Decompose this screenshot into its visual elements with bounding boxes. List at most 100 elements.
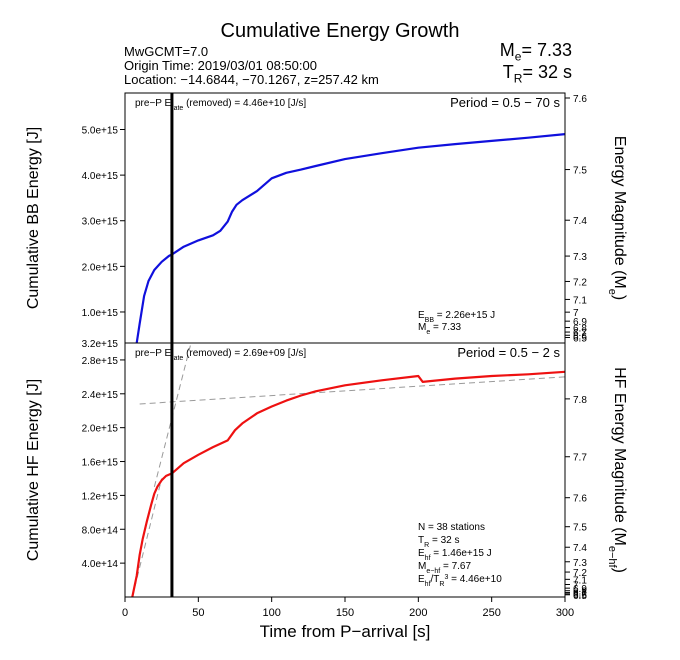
top-y2tick-label-part: 7 <box>573 308 579 319</box>
xtick-label: 250 <box>482 607 500 619</box>
top-y2tick-label: 7.4 <box>573 216 587 227</box>
bottom-mehf-stat-part: e−hf <box>426 568 440 575</box>
bottom-ratio-stat-part: 3 <box>444 574 448 581</box>
xlabel-part: Time from P−arrival [s] <box>260 622 431 641</box>
bottom-ylabel-part: Cumulative HF Energy [J] <box>25 379 42 561</box>
top-y2tick-label-part: 7.4 <box>573 216 587 227</box>
xlabel: Time from P−arrival [s] <box>260 622 431 641</box>
top-y2tick-label-part: 7.6 <box>573 94 587 105</box>
top-ylabel: Cumulative BB Energy [J] <box>25 127 42 309</box>
top-plot-frame <box>124 92 566 344</box>
bottom-y2tick-label: 6.5 <box>573 591 587 602</box>
bottom-y2tick-label: 6.7 <box>573 589 587 600</box>
bottom-y2tick-label: 6.9 <box>573 584 587 595</box>
top-pre-p-rate-annotation-part: (removed) = 4.46e+10 [J/s] <box>183 98 306 109</box>
bottom-y2tick-label-part: 7.5 <box>573 523 587 534</box>
top-y2tick-label-part: 7.5 <box>573 166 587 177</box>
bottom-ehf-stat-part: hf <box>425 555 431 562</box>
top-y2tick-label: 6.5 <box>573 334 587 345</box>
bottom-ytick-label: 2.0e+15 <box>82 424 119 435</box>
top-ebb-stat-part: E <box>418 310 425 321</box>
bottom-y2tick-label: 7.2 <box>573 568 587 579</box>
top-pre-p-rate-annotation: pre−P Erate (removed) = 4.46e+10 [J/s] <box>135 98 306 112</box>
xtick-label: 0 <box>122 607 128 619</box>
xtick-label-part: 0 <box>122 607 128 619</box>
top-pre-p-rate-annotation-part: rate <box>171 105 183 112</box>
bottom-ratio-stat: Ehf/TR3 = 4.46e+10 <box>418 574 502 588</box>
top-y2tick-label: 7 <box>573 308 579 319</box>
bottom-y2label-part: ) <box>611 568 628 573</box>
bottom-pre-p-rate-annotation: pre−P Erate (removed) = 2.69e+09 [J/s] <box>135 348 306 362</box>
xtick-label-part: 150 <box>336 607 354 619</box>
top-period-label: Period = 0.5 − 70 s <box>450 95 560 110</box>
bottom-y2tick-label-part: 6.8 <box>573 587 587 598</box>
location-label: Location: −14.6844, −70.1267, z=257.42 k… <box>124 72 379 87</box>
bottom-ytick-label: 1.6e+15 <box>82 458 119 469</box>
bottom-y2tick-label: 7.4 <box>573 543 587 554</box>
top-ytick-label-part: 1.0e+15 <box>82 308 119 319</box>
xtick-label-part: 50 <box>192 607 204 619</box>
top-y2tick-label: 7.1 <box>573 295 587 306</box>
bottom-y2tick-label: 7.6 <box>573 494 587 505</box>
top-ytick-label: 1.0e+15 <box>82 308 119 319</box>
bottom-y2tick-label: 6.6 <box>573 590 587 601</box>
tr-summary: TR= 32 s <box>503 62 572 86</box>
top-ytick-label: 5.0e+15 <box>82 125 119 136</box>
bottom-n-stations-stat-part: N = 38 stations <box>418 522 485 533</box>
mw-gcmt-label: MwGCMT=7.0 <box>124 44 209 59</box>
me-prefix: M <box>499 40 515 60</box>
me-subscript: e <box>514 49 522 64</box>
bottom-ytick-label: 2.8e+15 <box>82 356 119 367</box>
top-me-stat: Me = 7.33 <box>418 322 462 336</box>
bottom-ratio-stat-part: = 4.46e+10 <box>448 574 502 585</box>
me-value: = 7.33 <box>521 40 572 60</box>
bottom-ratio-stat-part: R <box>439 581 444 588</box>
top-energy-series <box>135 133 566 344</box>
xtick-label: 300 <box>556 607 574 619</box>
bottom-ytick-label: 1.2e+15 <box>82 491 119 502</box>
top-y2label: Energy Magnitude (Me) <box>606 136 628 300</box>
bottom-y2tick-label: 7.3 <box>573 558 587 569</box>
bottom-tr-stat: TR = 32 s <box>418 535 459 549</box>
xtick-label: 200 <box>409 607 427 619</box>
bottom-mehf-stat: Me−hf = 7.67 <box>418 561 471 575</box>
bottom-pre-p-rate-annotation-part: rate <box>171 355 183 362</box>
top-me-stat-part: = 7.33 <box>430 322 461 333</box>
top-y2tick-label-part: 6.9 <box>573 317 587 328</box>
bottom-period-label: Period = 0.5 − 2 s <box>457 345 560 360</box>
bottom-y2tick-label-part: 7.6 <box>573 494 587 505</box>
top-ytick-label-part: 5.0e+15 <box>82 125 119 136</box>
bottom-ratio-stat-part: E <box>418 574 425 585</box>
bottom-ytick-label-part: 2.8e+15 <box>82 356 119 367</box>
bottom-tr-stat-part: R <box>424 542 429 549</box>
bottom-y2tick-label-part: 7.3 <box>573 558 587 569</box>
top-y2tick-label: 7.2 <box>573 277 587 288</box>
xtick-label-part: 250 <box>482 607 500 619</box>
top-y2tick-label-part: 6.6 <box>573 331 587 342</box>
xtick-label-part: 200 <box>409 607 427 619</box>
bottom-ratio-stat-part: /T <box>431 574 440 585</box>
origin-time-label: Origin Time: 2019/03/01 08:50:00 <box>124 58 317 73</box>
top-ebb-stat-part: BB <box>425 317 435 324</box>
xtick-label-part: 100 <box>262 607 280 619</box>
bottom-period-label-part: Period = 0.5 − 2 s <box>457 345 560 360</box>
top-ytick-label: 2.0e+15 <box>82 262 119 273</box>
chart-title: Cumulative Energy Growth <box>220 20 460 42</box>
bottom-y2tick-label: 7.5 <box>573 523 587 534</box>
xtick-label: 100 <box>262 607 280 619</box>
tr-value: = 32 s <box>522 62 572 82</box>
bottom-y2tick-label: 7 <box>573 580 579 591</box>
bottom-y2tick-label-part: 6.9 <box>573 584 587 595</box>
bottom-y2tick-label-part: 6.7 <box>573 589 587 600</box>
bottom-ytick-label-part: 2.0e+15 <box>82 424 119 435</box>
top-ytick-label-part: 4.0e+15 <box>82 171 119 182</box>
xtick-label: 150 <box>336 607 354 619</box>
top-me-stat-part: e <box>426 329 430 336</box>
bottom-ytick-label-part: 4.0e+14 <box>82 559 119 570</box>
bottom-y2label-part: e−hf <box>606 546 618 569</box>
top-y2tick-label: 7.6 <box>573 94 587 105</box>
top-y2tick-label: 7.3 <box>573 252 587 263</box>
top-y2tick-label-part: 6.8 <box>573 324 587 335</box>
top-ebb-stat: EBB = 2.26e+15 J <box>418 310 495 324</box>
